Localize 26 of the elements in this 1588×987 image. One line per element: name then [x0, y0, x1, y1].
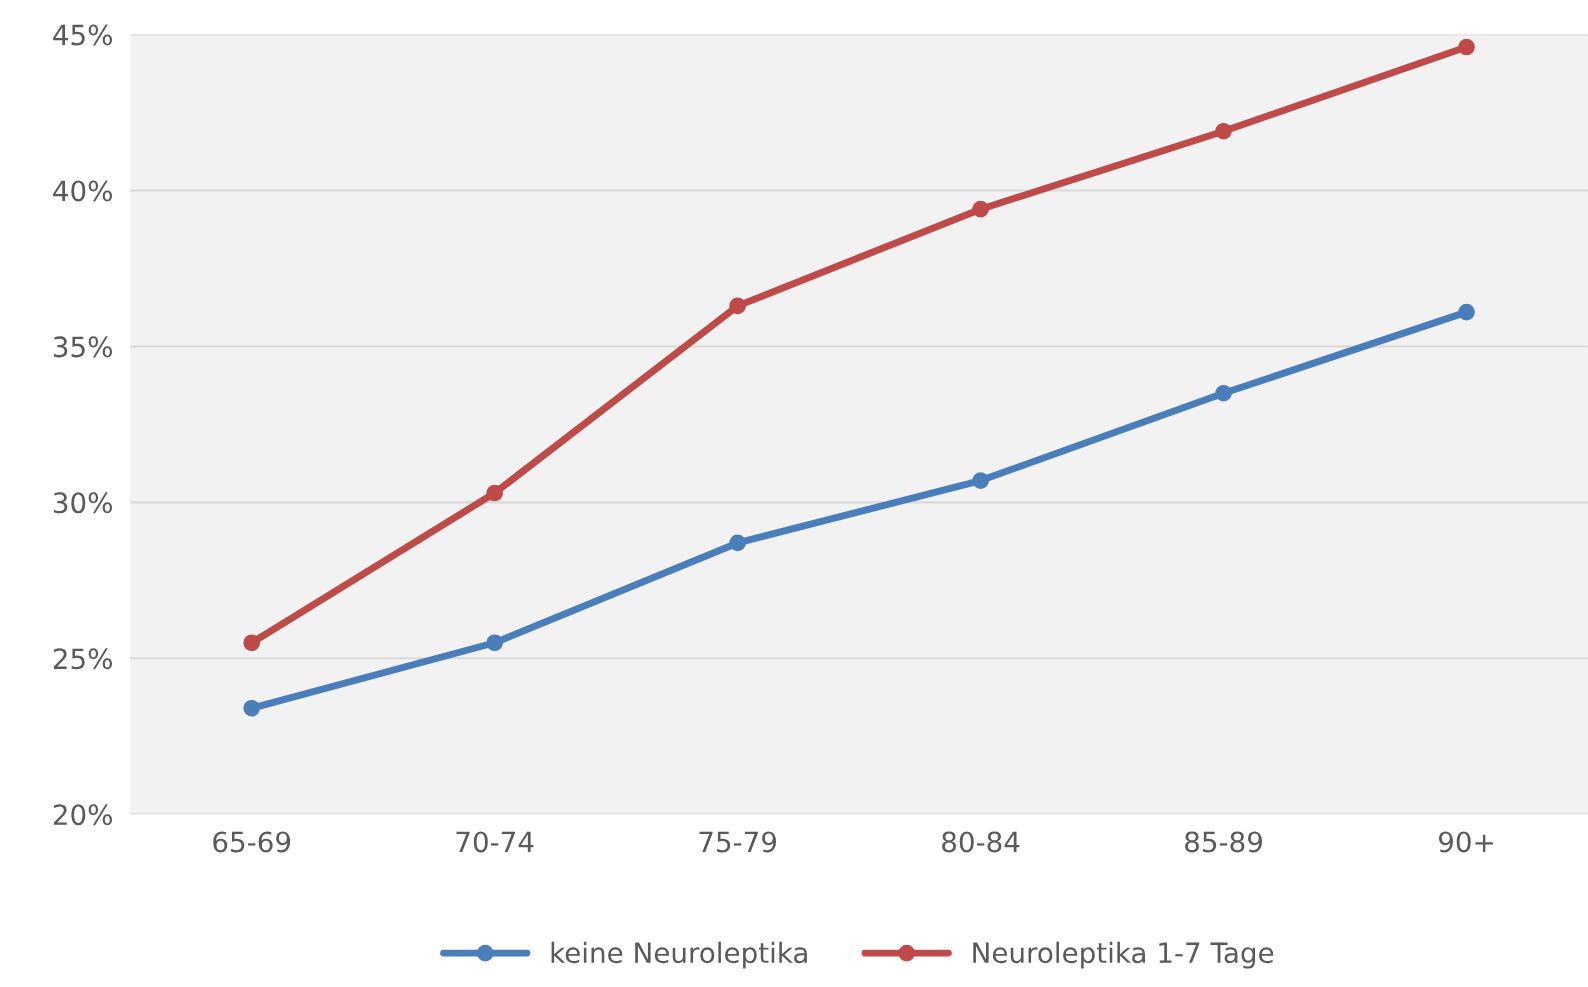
- x-tick-label: 80-84: [942, 831, 1020, 853]
- x-tick-label: 90+: [1438, 831, 1493, 853]
- x-tick-label: 75-79: [699, 831, 777, 853]
- point: [1215, 384, 1232, 402]
- y-tick-label: 40%: [53, 180, 113, 202]
- legend-label: Neuroleptika 1-7 Tage: [973, 941, 1274, 969]
- legend-label: keine Neuroleptika: [551, 941, 807, 969]
- point: [729, 297, 746, 315]
- point: [972, 472, 989, 489]
- point: [486, 484, 503, 502]
- point: [1458, 38, 1475, 56]
- point: [243, 634, 261, 652]
- point: [972, 200, 989, 218]
- y-tick-label: 35%: [53, 336, 113, 358]
- x-tick-label: 70-74: [456, 831, 534, 853]
- y-tick-label: 45%: [53, 24, 113, 46]
- y-tick-label: 30%: [53, 492, 113, 514]
- point: [486, 634, 503, 652]
- point: [1215, 122, 1232, 140]
- point: [243, 699, 261, 717]
- x-tick-label: 65-69: [213, 831, 291, 853]
- y-tick-label: 25%: [53, 648, 113, 670]
- x-tick-label: 85-89: [1185, 831, 1262, 853]
- point: [729, 534, 746, 552]
- point: [1458, 303, 1475, 321]
- y-tick-label: 20%: [53, 804, 113, 826]
